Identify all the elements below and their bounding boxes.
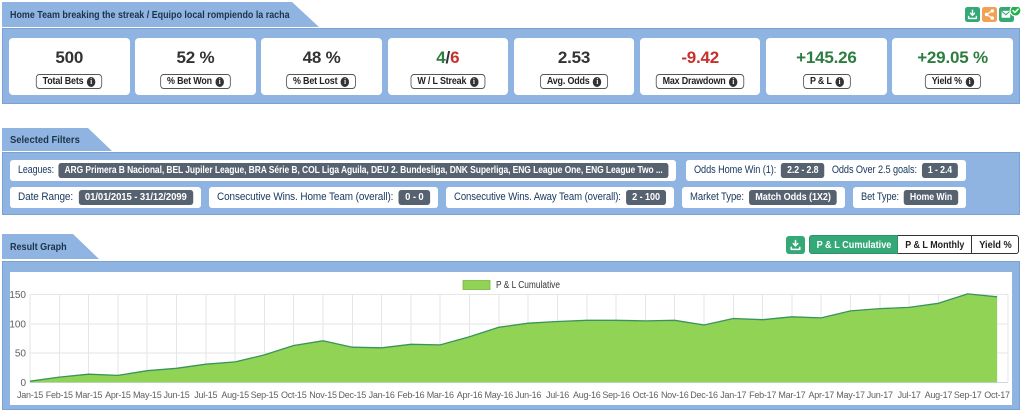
svg-text:Dec-15: Dec-15 [339,390,367,400]
svg-text:50: 50 [15,349,27,360]
svg-text:P & L Cumulative: P & L Cumulative [496,280,560,291]
svg-text:Apr-16: Apr-16 [457,390,483,400]
svg-text:Apr-17: Apr-17 [808,390,834,400]
svg-text:Sep-15: Sep-15 [251,390,279,400]
svg-text:Aug-15: Aug-15 [221,390,249,400]
svg-text:Oct-17: Oct-17 [984,390,1010,400]
svg-text:May-17: May-17 [836,390,865,400]
svg-text:Mar-17: Mar-17 [778,390,805,400]
svg-text:Sep-17: Sep-17 [954,390,982,400]
svg-text:Aug-17: Aug-17 [925,390,953,400]
svg-text:Jun-15: Jun-15 [163,390,189,400]
svg-text:0: 0 [20,378,26,389]
svg-text:Sep-16: Sep-16 [602,390,630,400]
svg-text:Jan-17: Jan-17 [720,390,746,400]
svg-text:150: 150 [10,290,26,301]
svg-text:Nov-15: Nov-15 [309,390,337,400]
svg-text:Nov-16: Nov-16 [661,390,689,400]
svg-text:Feb-16: Feb-16 [397,390,424,400]
svg-text:Mar-16: Mar-16 [427,390,454,400]
svg-text:Jan-16: Jan-16 [369,390,395,400]
svg-text:Jun-16: Jun-16 [515,390,541,400]
svg-text:Jun-17: Jun-17 [867,390,893,400]
svg-text:100: 100 [10,319,26,330]
svg-text:Feb-15: Feb-15 [46,390,73,400]
svg-text:Jan-15: Jan-15 [17,390,43,400]
svg-text:Apr-15: Apr-15 [105,390,131,400]
svg-text:Oct-16: Oct-16 [633,390,659,400]
svg-text:Dec-16: Dec-16 [690,390,718,400]
svg-text:May-16: May-16 [485,390,514,400]
svg-text:May-15: May-15 [133,390,162,400]
svg-text:Jul-16: Jul-16 [546,390,569,400]
svg-text:Oct-15: Oct-15 [281,390,307,400]
svg-text:Mar-15: Mar-15 [75,390,102,400]
svg-text:Jul-15: Jul-15 [194,390,217,400]
svg-text:Aug-16: Aug-16 [573,390,601,400]
svg-text:Feb-17: Feb-17 [749,390,776,400]
svg-text:Jul-17: Jul-17 [898,390,921,400]
